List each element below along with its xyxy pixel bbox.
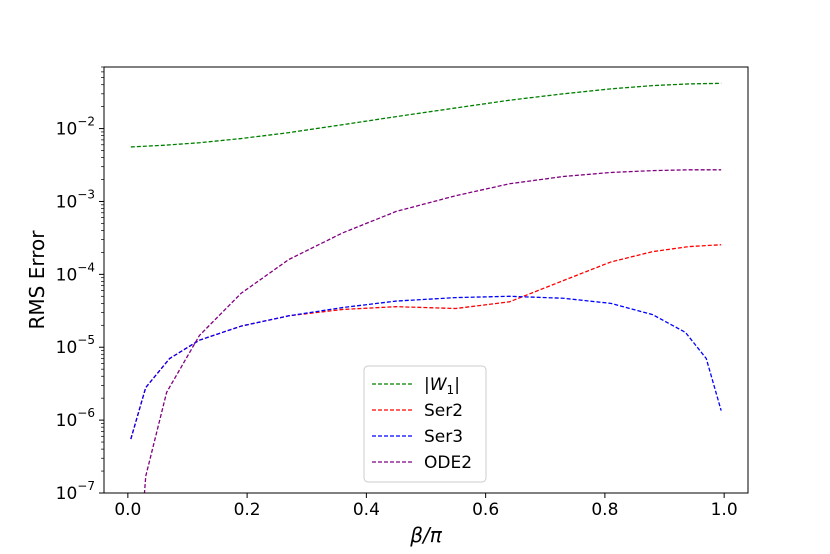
plot-frame: [103, 66, 749, 494]
legend-label-3: ODE2: [424, 453, 472, 473]
y-axis-ticks: 10−7 10−6 10−5 10−4 10−3 10−2: [56, 66, 104, 504]
x-tick-label: 0.4: [353, 500, 380, 520]
legend-label-2: Ser3: [424, 427, 463, 447]
x-tick-label: 0.6: [472, 500, 499, 520]
x-tick-label: 0.2: [234, 500, 261, 520]
y-tick-label: 10−6: [56, 406, 95, 431]
x-tick-label: 1.0: [711, 500, 738, 520]
series-line-0: [130, 82, 722, 148]
legend: |W1| Ser2 Ser3 ODE2: [363, 365, 487, 483]
x-tick-label: 0.8: [591, 500, 618, 520]
y-tick-label: 10−3: [56, 187, 95, 212]
series-layer: [130, 82, 722, 493]
series-line-2: [130, 295, 722, 440]
legend-label-0: |W1|: [424, 375, 460, 397]
x-axis-ticks: 0.0 0.2 0.4 0.6 0.8 1.0: [114, 493, 738, 520]
y-axis-label: RMS Error: [25, 230, 49, 330]
legend-label-1: Ser2: [424, 401, 463, 421]
y-tick-label: 10−7: [56, 479, 95, 504]
y-tick-label: 10−2: [56, 115, 95, 140]
y-tick-label: 10−5: [56, 333, 95, 358]
legend-frame: [363, 365, 487, 483]
y-tick-label: 10−4: [56, 260, 95, 285]
series-line-3: [143, 169, 722, 493]
x-axis-label: β/π: [409, 523, 443, 547]
x-tick-label: 0.0: [114, 500, 141, 520]
